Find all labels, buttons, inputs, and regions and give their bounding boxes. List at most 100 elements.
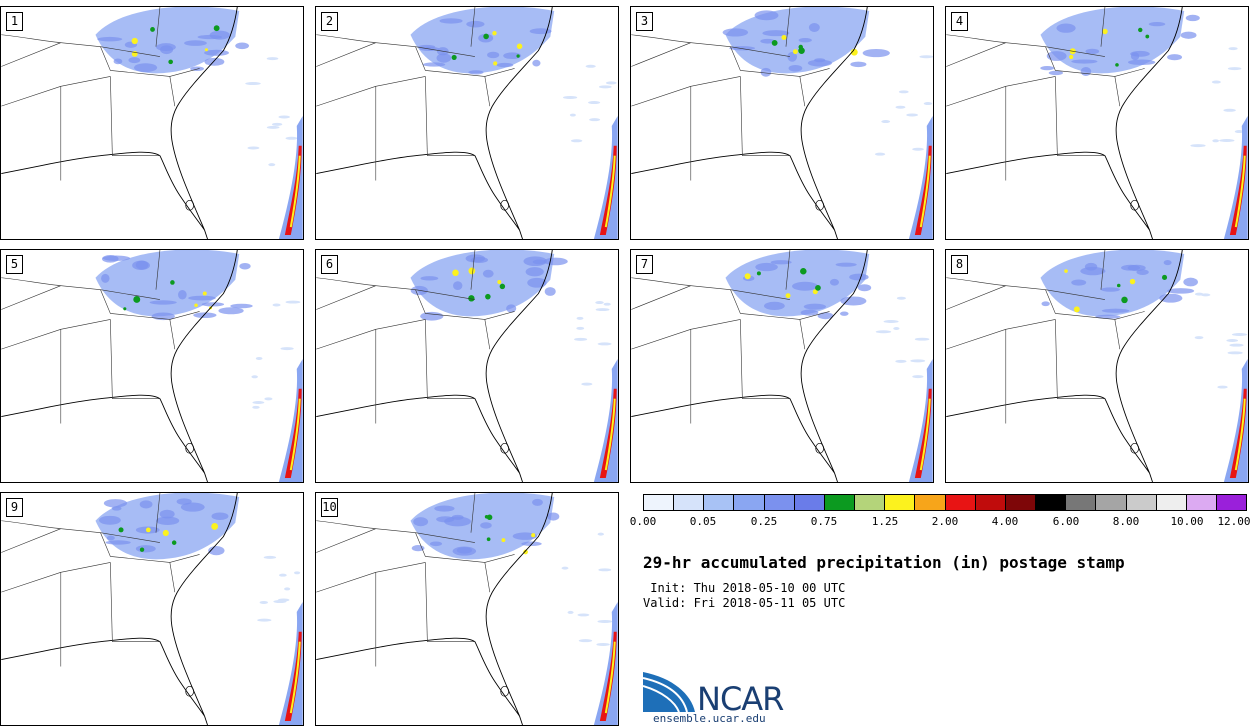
precip-cell xyxy=(1046,51,1067,61)
precip-cell xyxy=(285,300,301,304)
state-border xyxy=(470,250,476,290)
precip-cell xyxy=(755,262,778,272)
convective-cell xyxy=(531,533,536,538)
convective-cell xyxy=(213,25,220,32)
precip-cell xyxy=(235,42,250,50)
precip-cell xyxy=(523,256,547,267)
convective-cell xyxy=(468,295,475,302)
convective-cell xyxy=(499,283,506,290)
colorbar-segment xyxy=(1186,495,1217,510)
precip-cell xyxy=(906,113,919,117)
precip-cell xyxy=(817,312,834,320)
colorbar-segment xyxy=(855,495,886,510)
colorbar-tick: 8.00 xyxy=(1112,515,1140,528)
offshore-core xyxy=(284,388,302,479)
precip-shield xyxy=(95,7,240,74)
precip-cell xyxy=(525,267,544,277)
precip-cell xyxy=(208,545,225,556)
state-border xyxy=(100,46,200,77)
state-border xyxy=(415,532,515,563)
precip-cell xyxy=(280,347,294,351)
precip-cell xyxy=(277,598,290,602)
member-label: 2 xyxy=(321,12,338,31)
member-panel-4: 4 xyxy=(945,6,1249,240)
precip-cell xyxy=(1127,59,1156,66)
coastline xyxy=(1,7,238,239)
colorbar-segment xyxy=(794,495,825,510)
precip-cell xyxy=(807,59,832,67)
convective-cell xyxy=(1162,274,1168,280)
precip-cell xyxy=(1212,139,1220,143)
precip-cell xyxy=(574,337,588,341)
convective-cell xyxy=(131,37,138,45)
lake xyxy=(185,685,194,697)
lake xyxy=(1130,442,1139,454)
state-border xyxy=(110,319,113,399)
lake xyxy=(815,442,824,454)
precip-cell xyxy=(788,64,803,72)
precip-cell xyxy=(420,276,439,281)
precip-cell xyxy=(605,81,617,85)
precip-cell xyxy=(803,303,827,310)
precip-cell xyxy=(434,505,455,512)
convective-cell xyxy=(1073,306,1080,313)
state-border xyxy=(1,42,61,67)
state-border xyxy=(155,7,161,47)
member-panel-1: 1 xyxy=(0,6,304,240)
precip-cell xyxy=(1048,70,1064,76)
colorbar-segment xyxy=(1036,495,1067,510)
plot-title: 29-hr accumulated precipitation (in) pos… xyxy=(643,553,1125,572)
precip-cell xyxy=(570,139,583,143)
convective-cell xyxy=(756,271,761,276)
precip-cell xyxy=(252,405,260,409)
precip-cell xyxy=(561,566,569,570)
precip-cell xyxy=(883,320,899,323)
state-border xyxy=(1055,319,1058,399)
colorbar-segment xyxy=(885,495,916,510)
convective-cell xyxy=(451,54,457,61)
precip-cell xyxy=(487,51,500,59)
convective-cell xyxy=(211,522,219,530)
precip-cell xyxy=(588,101,601,105)
precip-cell xyxy=(893,327,900,330)
state-border xyxy=(155,493,161,533)
convective-cell xyxy=(850,48,858,56)
colorbar-segment xyxy=(945,495,976,510)
colorbar-tick: 10.00 xyxy=(1170,515,1204,528)
precip-cell xyxy=(97,36,123,42)
offshore-core xyxy=(1229,388,1247,479)
precip-cell xyxy=(722,28,749,37)
offshore-band xyxy=(593,116,618,239)
offshore-band xyxy=(278,359,303,482)
state-border xyxy=(946,42,1006,67)
convective-cell xyxy=(1145,34,1150,39)
member-label: 4 xyxy=(951,12,968,31)
convective-cell xyxy=(1121,296,1128,304)
offshore-core xyxy=(919,398,931,471)
valid-time: Valid: Fri 2018-05-11 05 UTC xyxy=(643,596,846,610)
state-border xyxy=(316,42,376,67)
state-border xyxy=(169,76,176,107)
state-border xyxy=(1100,250,1106,290)
precip-map xyxy=(631,250,933,482)
state-border xyxy=(799,76,806,107)
convective-cell xyxy=(744,273,751,280)
offshore-core xyxy=(1234,155,1246,228)
precip-cell xyxy=(453,281,463,291)
state-border xyxy=(740,319,743,399)
precip-cell xyxy=(862,48,890,58)
member-label: 8 xyxy=(951,255,968,274)
state-border xyxy=(484,319,491,350)
precip-cell xyxy=(268,163,276,167)
state-border xyxy=(1,319,111,350)
convective-cell xyxy=(1102,28,1108,35)
precip-cell xyxy=(547,512,560,521)
state-border xyxy=(169,562,176,593)
offshore-band xyxy=(908,116,933,239)
convective-cell xyxy=(497,279,502,284)
convective-cell xyxy=(785,293,791,299)
state-border xyxy=(484,562,491,593)
offshore-core xyxy=(599,388,617,479)
precip-cell xyxy=(512,532,538,540)
state-border xyxy=(169,319,176,350)
